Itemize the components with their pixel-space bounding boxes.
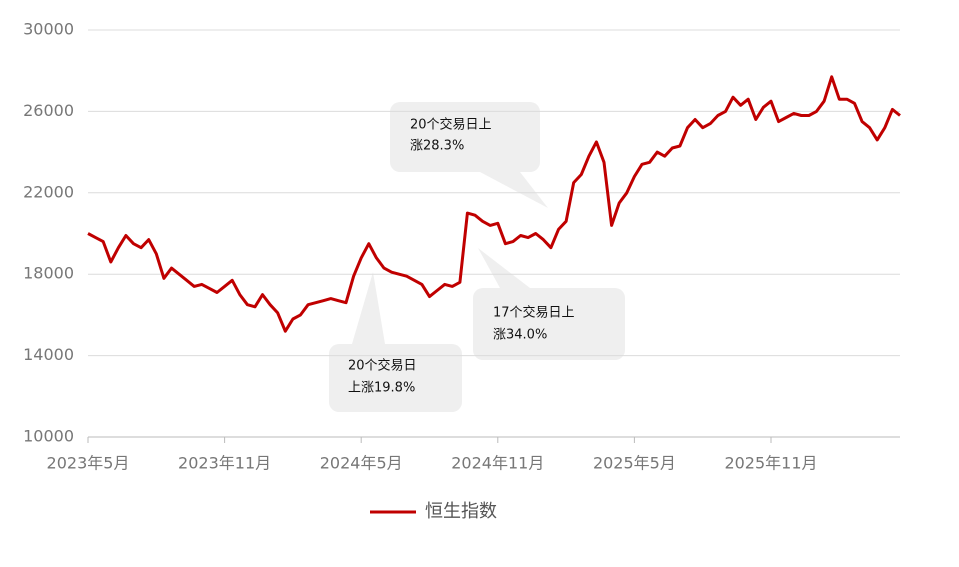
annotation: 涨28.3% [410, 139, 464, 154]
annotation: 涨34.0% [493, 328, 547, 343]
data-line [87, 75, 901, 333]
plot-area: 10000 14000 18000 22000 26000 30000 2023年5月 202… [23, 20, 901, 473]
callout-tail [480, 172, 548, 208]
annotation: 17个交易日上 [493, 305, 575, 321]
x-tick-label: 2024年11月 [451, 454, 544, 473]
callout-box [329, 344, 462, 412]
annotation: 上涨19.8% [348, 381, 415, 396]
x-tick-label: 2024年5月 [320, 454, 403, 473]
legend-label: 恒生指数 [425, 501, 497, 522]
callouts [329, 102, 625, 412]
x-tick-label: 2023年5月 [47, 454, 130, 473]
x-tick-label: 2025年11月 [724, 454, 817, 473]
y-tick-label: 30000 [23, 20, 74, 39]
callout-box [473, 288, 625, 360]
callout-tail [352, 272, 385, 344]
callout-box [390, 102, 540, 172]
annotation: 20个交易日上 [410, 117, 492, 133]
x-tick-label: 2023年11月 [178, 454, 271, 473]
y-tick-label: 10000 [23, 427, 74, 446]
x-tick-label: 2025年5月 [593, 454, 676, 473]
y-tick-label: 26000 [23, 101, 74, 120]
callout-tail [478, 248, 530, 288]
y-tick-label: 18000 [23, 264, 74, 283]
y-tick-label: 14000 [23, 345, 74, 364]
y-tick-label: 22000 [23, 182, 74, 201]
annotation: 20个交易日 [348, 358, 417, 374]
